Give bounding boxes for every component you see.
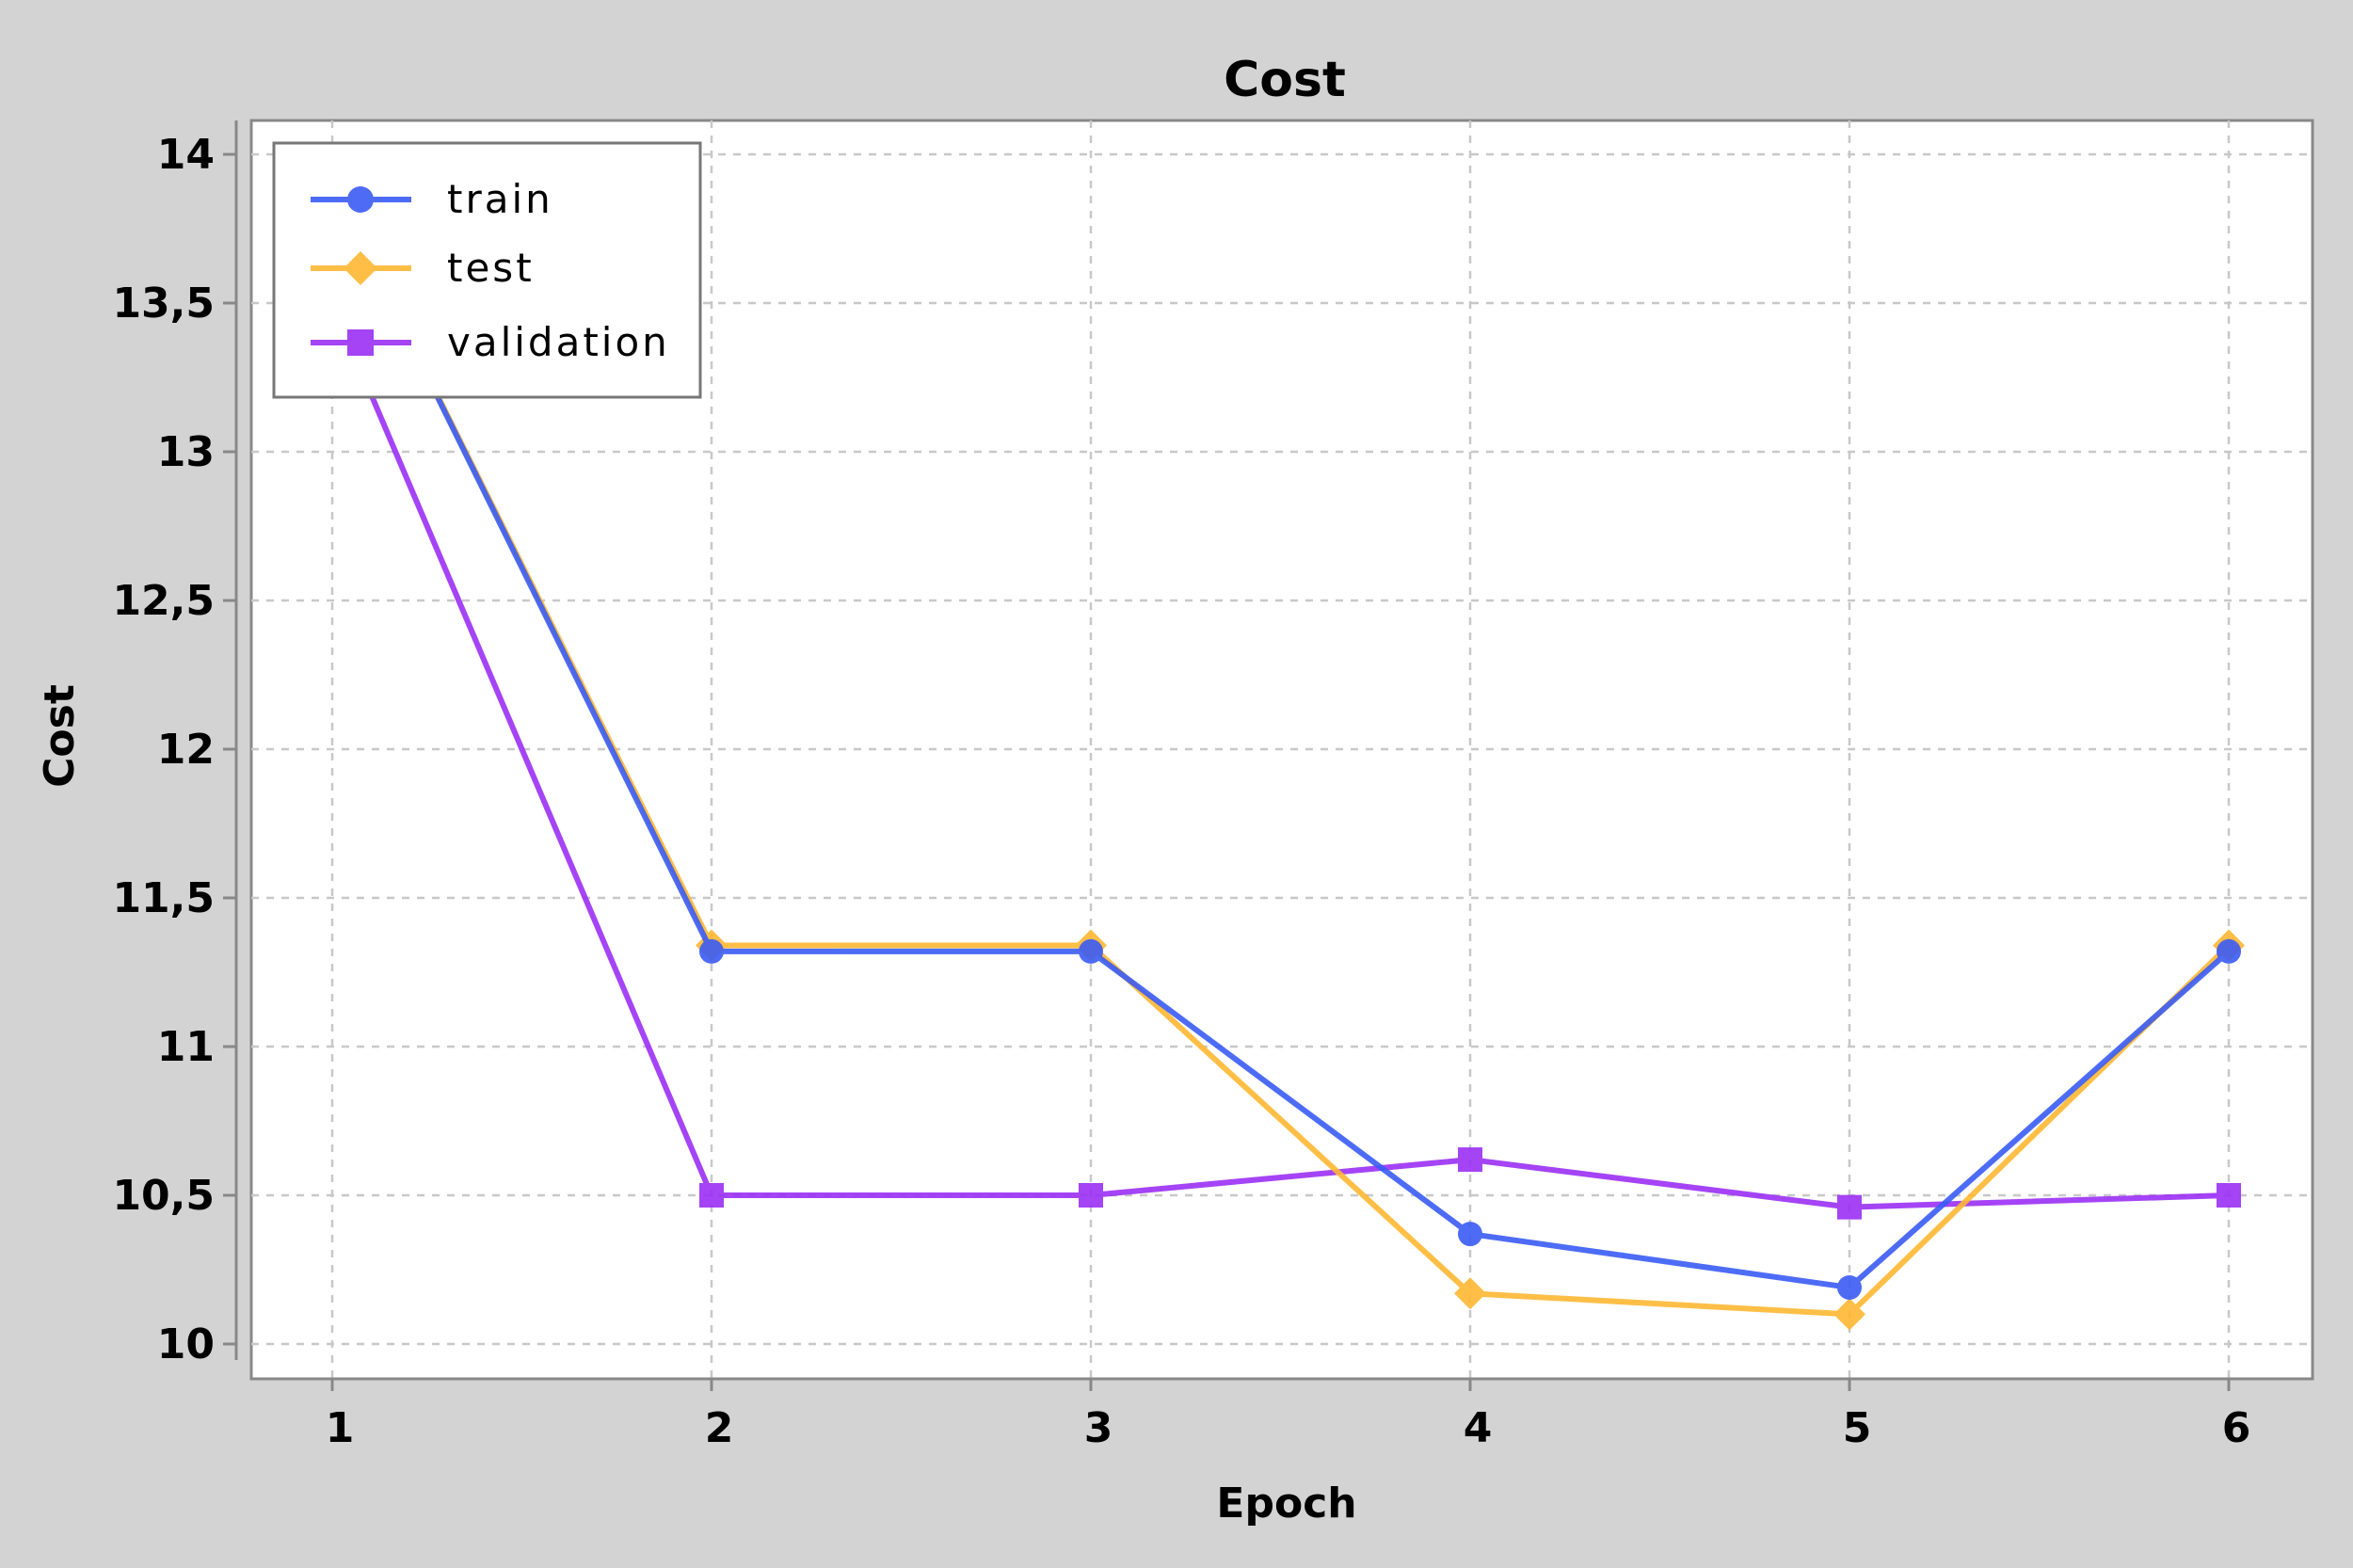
data-point-test <box>1454 1277 1486 1310</box>
legend-item-train <box>311 186 411 213</box>
y-tick-label: 11,5 <box>112 874 215 922</box>
data-point-train <box>2217 938 2241 964</box>
legend-item-validation <box>311 329 411 356</box>
series-train <box>320 171 2241 1300</box>
data-point-train <box>1458 1222 1482 1247</box>
x-tick-label: 1 <box>326 1404 355 1452</box>
legend: train test validation <box>272 141 702 399</box>
y-tick-label: 12 <box>157 726 215 774</box>
legend-label: validation <box>447 319 670 365</box>
axes <box>223 120 2313 1391</box>
y-tick-label: 13,5 <box>112 280 215 328</box>
legend-marker-validation <box>347 329 374 356</box>
y-tick-label: 14 <box>157 131 215 179</box>
series-layer <box>316 168 2245 1331</box>
data-point-validation <box>1837 1194 1862 1220</box>
data-point-test <box>1833 1298 1865 1331</box>
data-point-validation <box>2217 1183 2241 1208</box>
series-line-train <box>329 183 2231 1290</box>
series-line-validation <box>329 301 2230 1210</box>
x-tick-label: 4 <box>1464 1404 1493 1452</box>
y-tick-label: 10,5 <box>112 1172 215 1220</box>
legend-label: train <box>447 176 553 222</box>
data-point-train <box>699 938 724 964</box>
legend-marker-test <box>344 251 377 285</box>
x-tick-label: 3 <box>1084 1404 1113 1452</box>
y-tick-label: 11 <box>157 1023 215 1071</box>
x-axis-label: Epoch <box>1216 1480 1356 1528</box>
x-tick-label: 5 <box>1843 1404 1872 1452</box>
y-axis-label: Cost <box>36 684 84 788</box>
data-point-validation <box>1079 1183 1103 1208</box>
legend-marker-train <box>347 186 374 213</box>
y-tick-label: 13 <box>157 428 215 476</box>
chart-title: Cost <box>1224 52 1346 108</box>
data-point-train <box>1837 1274 1862 1300</box>
data-point-validation <box>1458 1147 1482 1173</box>
data-point-validation <box>699 1183 724 1208</box>
legend-label: test <box>447 245 535 291</box>
x-tick-label: 6 <box>2222 1404 2251 1452</box>
x-tick-label: 2 <box>705 1404 734 1452</box>
y-tick-label: 10 <box>157 1320 215 1368</box>
y-tick-label: 12,5 <box>112 577 215 625</box>
legend-item-test <box>311 251 411 285</box>
data-point-train <box>1079 938 1103 964</box>
